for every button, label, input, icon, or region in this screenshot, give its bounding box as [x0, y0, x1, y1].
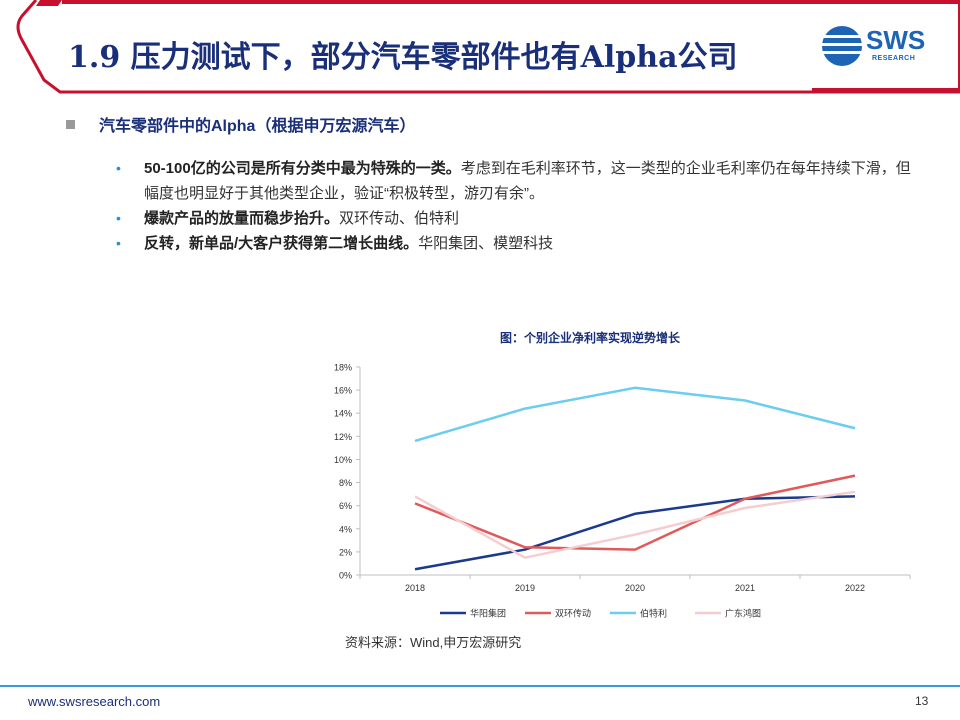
logo-name: SWS: [866, 25, 926, 55]
bullet-bold: 50-100亿的公司是所有分类中最为特殊的一类。: [144, 160, 461, 177]
y-tick-label: 8%: [339, 478, 352, 488]
x-tick-label: 2018: [405, 583, 425, 593]
legend-label: 双环传动: [555, 608, 591, 620]
y-tick-label: 0%: [339, 571, 352, 581]
bullet-text: 考虑到在毛利率环节，这一类型的企业毛利率仍在每年持续下滑，但幅度也明显好于其他类…: [144, 160, 911, 202]
bullet-item: • 反转，新单品/大客户获得第二增长曲线。华阳集团、模塑科技: [112, 231, 912, 256]
x-tick-label: 2022: [845, 583, 865, 593]
footer-url[interactable]: www.swsresearch.com: [28, 694, 161, 709]
series-line-0: [414, 495, 856, 571]
series-line-1: [414, 474, 856, 551]
bullet-dot-icon: •: [116, 210, 121, 226]
y-tick-label: 14%: [334, 409, 352, 419]
bullet-dot-icon: •: [116, 160, 121, 176]
section-heading-text: 汽车零部件中的Alpha（根据申万宏源汽车）: [99, 118, 416, 135]
footer-divider: [0, 685, 960, 687]
x-tick-label: 2019: [515, 583, 535, 593]
bullet-text: 华阳集团、模塑科技: [418, 235, 554, 252]
bullet-item: • 爆款产品的放量而稳步抬升。双环传动、伯特利: [112, 206, 912, 231]
bullet-list: • 50-100亿的公司是所有分类中最为特殊的一类。考虑到在毛利率环节，这一类型…: [112, 156, 912, 256]
y-tick-label: 4%: [339, 524, 352, 534]
y-tick-label: 2%: [339, 547, 352, 557]
bullet-bold: 爆款产品的放量而稳步抬升。: [144, 210, 340, 227]
header-frame: [16, 0, 960, 94]
x-tick-label: 2021: [735, 583, 755, 593]
slide-title: 1.9 压力测试下，部分汽车零部件也有Alpha公司: [68, 40, 738, 75]
page-number: 13: [915, 694, 929, 708]
sws-logo: SWS RESEARCH: [820, 22, 950, 70]
chart-title: 图：个别企业净利率实现逆势增长: [499, 331, 680, 345]
bullet-text: 双环传动、伯特利: [339, 210, 460, 227]
square-bullet-icon: [66, 120, 75, 129]
slide-header: 1.9 压力测试下，部分汽车零部件也有Alpha公司 SWS RESEARCH: [0, 0, 960, 100]
source-note: 资料来源：Wind,申万宏源研究: [345, 635, 522, 650]
series-line-2: [414, 386, 856, 443]
bullet-bold: 反转，新单品/大客户获得第二增长曲线。: [144, 235, 419, 252]
y-tick-label: 10%: [334, 455, 352, 465]
bullet-item: • 50-100亿的公司是所有分类中最为特殊的一类。考虑到在毛利率环节，这一类型…: [112, 156, 912, 206]
y-tick-label: 18%: [334, 363, 352, 373]
logo-mark-icon: [822, 26, 862, 66]
section-heading: 汽车零部件中的Alpha（根据申万宏源汽车）: [66, 112, 415, 136]
logo-sub: RESEARCH: [872, 55, 916, 62]
y-tick-label: 6%: [339, 501, 352, 511]
legend-label: 华阳集团: [470, 608, 506, 620]
bullet-dot-icon: •: [116, 235, 121, 251]
legend-label: 伯特利: [640, 608, 667, 620]
legend-label: 广东鸿图: [725, 608, 761, 620]
y-tick-label: 16%: [334, 386, 352, 396]
x-tick-label: 2020: [625, 583, 645, 593]
y-tick-label: 12%: [334, 432, 352, 442]
series-line-3: [414, 490, 856, 559]
line-chart: 0% 2% 4% 6% 8% 10% 12% 14% 16% 18% 2018 2019 2020 202…: [334, 363, 911, 620]
